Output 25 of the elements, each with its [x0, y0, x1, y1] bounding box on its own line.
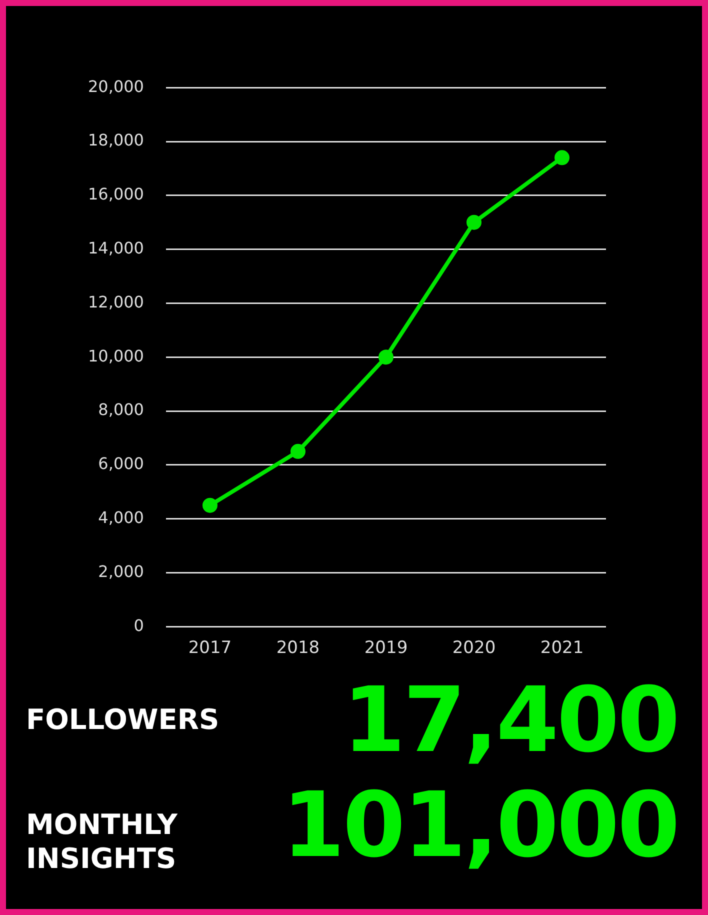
point — [290, 444, 306, 459]
x-tick-label: 2019 — [364, 638, 408, 658]
y-tick-label: 6,000 — [98, 454, 144, 474]
point — [202, 498, 218, 513]
y-tick-label: 10,000 — [88, 346, 144, 366]
y-tick-label: 4,000 — [98, 508, 144, 527]
point — [378, 350, 394, 365]
y-tick-label: 12,000 — [88, 292, 144, 312]
y-tick-label: 16,000 — [88, 184, 144, 204]
x-tick-label: 2020 — [452, 638, 496, 658]
y-tick-label: 18,000 — [88, 130, 144, 150]
text: FOLLOWERS — [26, 703, 220, 737]
y-tick-label: 20,000 — [88, 76, 144, 96]
y-tick-label: 8,000 — [98, 400, 144, 420]
point — [554, 150, 570, 166]
point — [466, 214, 482, 230]
x-tick-label: 2018 — [276, 638, 320, 658]
y-tick-label: 14,000 — [88, 238, 144, 258]
text: MONTHLY INSIGHTS — [26, 808, 178, 876]
text: 17,400 — [342, 668, 678, 773]
y-tick-label: 0 — [134, 616, 144, 635]
y-tick-label: 2,000 — [98, 562, 144, 581]
x-tick-label: 2021 — [540, 638, 584, 658]
x-tick-label: 2017 — [188, 638, 232, 658]
text: 101,000 — [282, 773, 678, 878]
